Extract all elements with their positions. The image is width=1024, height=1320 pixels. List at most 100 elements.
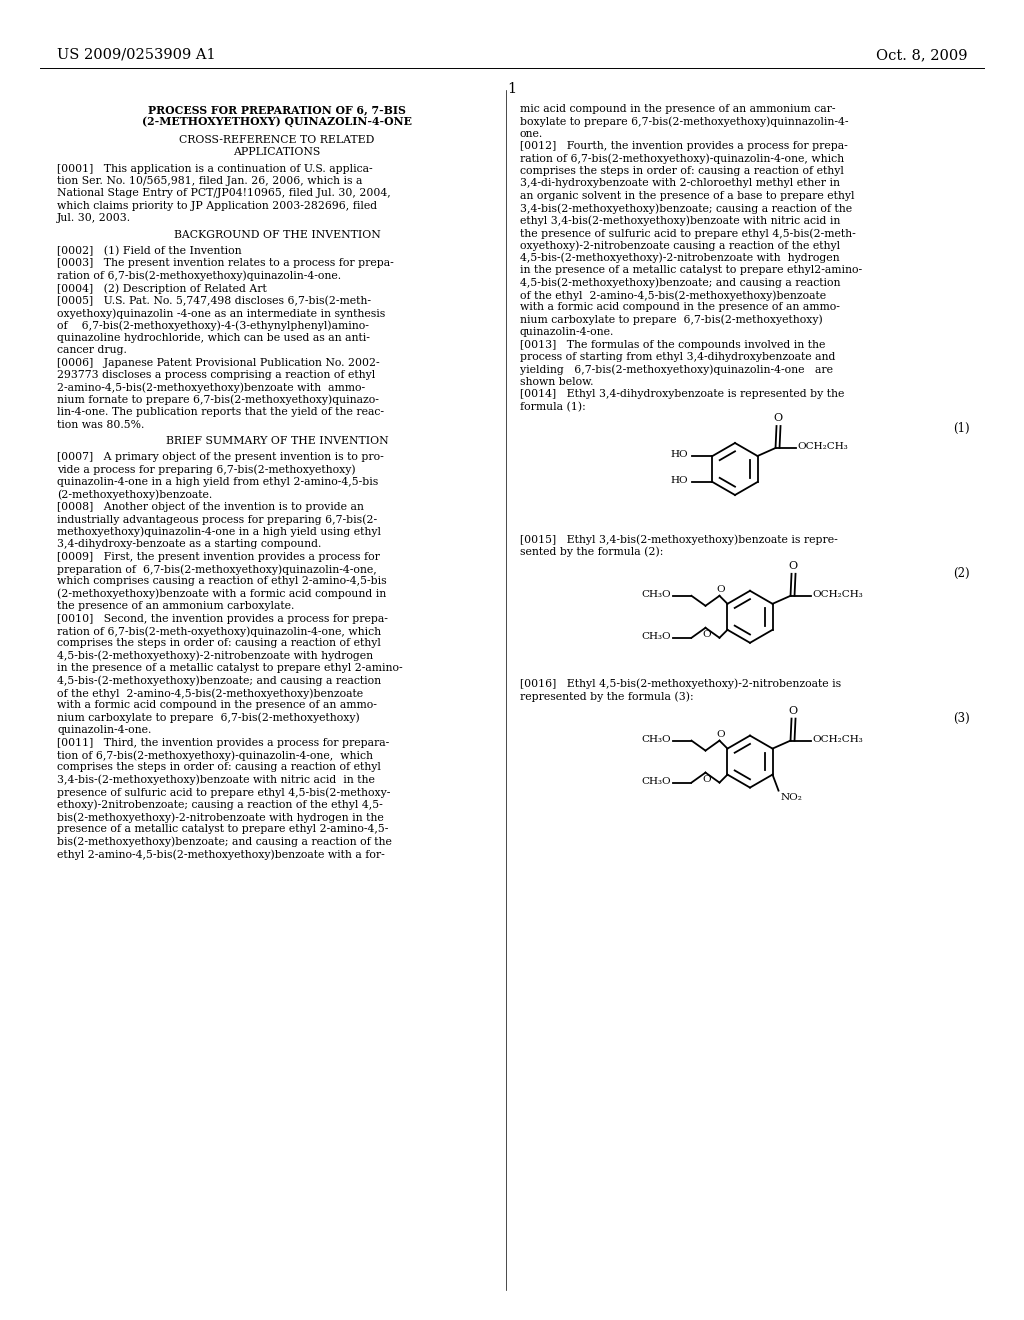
Text: quinazolin-4-one.: quinazolin-4-one. (520, 327, 614, 337)
Text: [0009]   First, the present invention provides a process for: [0009] First, the present invention prov… (57, 552, 380, 561)
Text: cancer drug.: cancer drug. (57, 346, 127, 355)
Text: tion Ser. No. 10/565,981, filed Jan. 26, 2006, which is a: tion Ser. No. 10/565,981, filed Jan. 26,… (57, 176, 362, 186)
Text: mic acid compound in the presence of an ammonium car-: mic acid compound in the presence of an … (520, 104, 836, 114)
Text: which comprises causing a reaction of ethyl 2-amino-4,5-bis: which comprises causing a reaction of et… (57, 577, 387, 586)
Text: PROCESS FOR PREPARATION OF 6, 7-BIS: PROCESS FOR PREPARATION OF 6, 7-BIS (148, 104, 406, 115)
Text: Oct. 8, 2009: Oct. 8, 2009 (876, 48, 967, 62)
Text: ration of 6,7-bis(2-meth-oxyethoxy)quinazolin-4-one, which: ration of 6,7-bis(2-meth-oxyethoxy)quina… (57, 626, 381, 636)
Text: comprises the steps in order of: causing a reaction of ethyl: comprises the steps in order of: causing… (57, 639, 381, 648)
Text: process of starting from ethyl 3,4-dihydroxybenzoate and: process of starting from ethyl 3,4-dihyd… (520, 352, 836, 362)
Text: Jul. 30, 2003.: Jul. 30, 2003. (57, 214, 131, 223)
Text: [0016]   Ethyl 4,5-bis(2-methoxyethoxy)-2-nitrobenzoate is: [0016] Ethyl 4,5-bis(2-methoxyethoxy)-2-… (520, 678, 841, 689)
Text: formula (1):: formula (1): (520, 401, 586, 412)
Text: 4,5-bis-(2-methoxyethoxy)-2-nitrobenzoate with  hydrogen: 4,5-bis-(2-methoxyethoxy)-2-nitrobenzoat… (520, 253, 840, 264)
Text: (1): (1) (953, 422, 970, 436)
Text: National Stage Entry of PCT/JP04!10965, filed Jul. 30, 2004,: National Stage Entry of PCT/JP04!10965, … (57, 189, 391, 198)
Text: CH₃O: CH₃O (642, 777, 672, 787)
Text: BACKGROUND OF THE INVENTION: BACKGROUND OF THE INVENTION (174, 230, 380, 240)
Text: [0013]   The formulas of the compounds involved in the: [0013] The formulas of the compounds inv… (520, 339, 825, 350)
Text: [0014]   Ethyl 3,4-dihydroxybenzoate is represented by the: [0014] Ethyl 3,4-dihydroxybenzoate is re… (520, 389, 845, 399)
Text: 1: 1 (508, 82, 516, 96)
Text: ration of 6,7-bis(2-methoxyethoxy)quinazolin-4-one.: ration of 6,7-bis(2-methoxyethoxy)quinaz… (57, 271, 341, 281)
Text: the presence of sulfuric acid to prepare ethyl 4,5-bis(2-meth-: the presence of sulfuric acid to prepare… (520, 228, 856, 239)
Text: CH₃O: CH₃O (642, 632, 672, 642)
Text: boxylate to prepare 6,7-bis(2-methoxyethoxy)quinnazolin-4-: boxylate to prepare 6,7-bis(2-methoxyeth… (520, 116, 849, 127)
Text: ethyl 2-amino-4,5-bis(2-methoxyethoxy)benzoate with a for-: ethyl 2-amino-4,5-bis(2-methoxyethoxy)be… (57, 849, 385, 859)
Text: O: O (787, 706, 797, 715)
Text: nium carboxylate to prepare  6,7-bis(2-methoxyethoxy): nium carboxylate to prepare 6,7-bis(2-me… (57, 713, 359, 723)
Text: BRIEF SUMMARY OF THE INVENTION: BRIEF SUMMARY OF THE INVENTION (166, 436, 388, 446)
Text: [0004]   (2) Description of Related Art: [0004] (2) Description of Related Art (57, 284, 266, 294)
Text: the presence of an ammonium carboxylate.: the presence of an ammonium carboxylate. (57, 601, 294, 611)
Text: CH₃O: CH₃O (642, 735, 672, 744)
Text: oxyethoxy)quinazolin -4-one as an intermediate in synthesis: oxyethoxy)quinazolin -4-one as an interm… (57, 308, 385, 318)
Text: of    6,7-bis(2-methoxyethoxy)-4-(3-ethynylphenyl)amino-: of 6,7-bis(2-methoxyethoxy)-4-(3-ethynyl… (57, 321, 369, 331)
Text: CROSS-REFERENCE TO RELATED: CROSS-REFERENCE TO RELATED (179, 135, 375, 145)
Text: (2-METHOXYETHOXY) QUINAZOLIN-4-ONE: (2-METHOXYETHOXY) QUINAZOLIN-4-ONE (142, 116, 412, 128)
Text: [0006]   Japanese Patent Provisional Publication No. 2002-: [0006] Japanese Patent Provisional Publi… (57, 358, 380, 367)
Text: represented by the formula (3):: represented by the formula (3): (520, 692, 693, 702)
Text: bis(2-methoxyethoxy)benzoate; and causing a reaction of the: bis(2-methoxyethoxy)benzoate; and causin… (57, 837, 392, 847)
Text: with a formic acid compound in the presence of an ammo-: with a formic acid compound in the prese… (57, 701, 377, 710)
Text: of the ethyl  2-amino-4,5-bis(2-methoxyethoxy)benzoate: of the ethyl 2-amino-4,5-bis(2-methoxyet… (520, 290, 826, 301)
Text: ration of 6,7-bis(2-methoxyethoxy)-quinazolin-4-one, which: ration of 6,7-bis(2-methoxyethoxy)-quina… (520, 153, 844, 164)
Text: quinazoline hydrochloride, which can be used as an anti-: quinazoline hydrochloride, which can be … (57, 333, 370, 343)
Text: ethyl 3,4-bis(2-methoxyethoxy)benzoate with nitric acid in: ethyl 3,4-bis(2-methoxyethoxy)benzoate w… (520, 215, 841, 226)
Text: in the presence of a metallic catalyst to prepare ethyl2-amino-: in the presence of a metallic catalyst t… (520, 265, 862, 275)
Text: O: O (773, 413, 782, 422)
Text: 4,5-bis-(2-methoxyethoxy)-2-nitrobenzoate with hydrogen: 4,5-bis-(2-methoxyethoxy)-2-nitrobenzoat… (57, 651, 373, 661)
Text: 2-amino-4,5-bis(2-methoxyethoxy)benzoate with  ammo-: 2-amino-4,5-bis(2-methoxyethoxy)benzoate… (57, 383, 366, 393)
Text: presence of a metallic catalyst to prepare ethyl 2-amino-4,5-: presence of a metallic catalyst to prepa… (57, 825, 388, 834)
Text: 4,5-bis(2-methoxyethoxy)benzoate; and causing a reaction: 4,5-bis(2-methoxyethoxy)benzoate; and ca… (520, 277, 841, 288)
Text: [0001]   This application is a continuation of U.S. applica-: [0001] This application is a continuatio… (57, 164, 373, 174)
Text: sented by the formula (2):: sented by the formula (2): (520, 546, 664, 557)
Text: in the presence of a metallic catalyst to prepare ethyl 2-amino-: in the presence of a metallic catalyst t… (57, 663, 402, 673)
Text: shown below.: shown below. (520, 376, 594, 387)
Text: lin-4-one. The publication reports that the yield of the reac-: lin-4-one. The publication reports that … (57, 407, 384, 417)
Text: 3,4-di-hydroxybenzoate with 2-chloroethyl methyl ether in: 3,4-di-hydroxybenzoate with 2-chloroethy… (520, 178, 840, 189)
Text: tion was 80.5%.: tion was 80.5%. (57, 420, 144, 429)
Text: with a formic acid compound in the presence of an ammo-: with a formic acid compound in the prese… (520, 302, 840, 313)
Text: of the ethyl  2-amino-4,5-bis(2-methoxyethoxy)benzoate: of the ethyl 2-amino-4,5-bis(2-methoxyet… (57, 688, 364, 698)
Text: O: O (702, 775, 711, 784)
Text: yielding   6,7-bis(2-methoxyethoxy)quinazolin-4-one   are: yielding 6,7-bis(2-methoxyethoxy)quinazo… (520, 364, 833, 375)
Text: quinazolin-4-one.: quinazolin-4-one. (57, 725, 152, 735)
Text: O: O (716, 585, 725, 594)
Text: O: O (716, 730, 725, 739)
Text: presence of sulfuric acid to prepare ethyl 4,5-bis(2-methoxy-: presence of sulfuric acid to prepare eth… (57, 787, 390, 797)
Text: bis(2-methoxyethoxy)-2-nitrobenzoate with hydrogen in the: bis(2-methoxyethoxy)-2-nitrobenzoate wit… (57, 812, 384, 822)
Text: (3): (3) (953, 711, 970, 725)
Text: O: O (787, 561, 797, 570)
Text: 4,5-bis-(2-methoxyethoxy)benzoate; and causing a reaction: 4,5-bis-(2-methoxyethoxy)benzoate; and c… (57, 676, 381, 686)
Text: 3,4-bis(2-methoxyethoxy)benzoate; causing a reaction of the: 3,4-bis(2-methoxyethoxy)benzoate; causin… (520, 203, 852, 214)
Text: comprises the steps in order of: causing a reaction of ethyl: comprises the steps in order of: causing… (57, 763, 381, 772)
Text: an organic solvent in the presence of a base to prepare ethyl: an organic solvent in the presence of a … (520, 191, 854, 201)
Text: ethoxy)-2nitrobenzoate; causing a reaction of the ethyl 4,5-: ethoxy)-2nitrobenzoate; causing a reacti… (57, 800, 383, 810)
Text: 3,4-dihydroxy-benzoate as a starting compound.: 3,4-dihydroxy-benzoate as a starting com… (57, 539, 322, 549)
Text: comprises the steps in order of: causing a reaction of ethyl: comprises the steps in order of: causing… (520, 166, 844, 176)
Text: preparation of  6,7-bis(2-methoxyethoxy)quinazolin-4-one,: preparation of 6,7-bis(2-methoxyethoxy)q… (57, 564, 377, 574)
Text: [0012]   Fourth, the invention provides a process for prepa-: [0012] Fourth, the invention provides a … (520, 141, 848, 152)
Text: NO₂: NO₂ (780, 792, 803, 801)
Text: nium carboxylate to prepare  6,7-bis(2-methoxyethoxy): nium carboxylate to prepare 6,7-bis(2-me… (520, 314, 822, 325)
Text: oxyethoxy)-2-nitrobenzoate causing a reaction of the ethyl: oxyethoxy)-2-nitrobenzoate causing a rea… (520, 240, 840, 251)
Text: (2-methoxyethoxy)benzoate with a formic acid compound in: (2-methoxyethoxy)benzoate with a formic … (57, 589, 386, 599)
Text: industrially advantageous process for preparing 6,7-bis(2-: industrially advantageous process for pr… (57, 515, 377, 525)
Text: tion of 6,7-bis(2-methoxyethoxy)-quinazolin-4-one,  which: tion of 6,7-bis(2-methoxyethoxy)-quinazo… (57, 750, 373, 760)
Text: HO: HO (671, 450, 688, 459)
Text: APPLICATIONS: APPLICATIONS (233, 148, 321, 157)
Text: methoxyethoxy)quinazolin-4-one in a high yield using ethyl: methoxyethoxy)quinazolin-4-one in a high… (57, 527, 381, 537)
Text: [0015]   Ethyl 3,4-bis(2-methoxyethoxy)benzoate is repre-: [0015] Ethyl 3,4-bis(2-methoxyethoxy)ben… (520, 535, 838, 545)
Text: nium fornate to prepare 6,7-bis(2-methoxyethoxy)quinazo-: nium fornate to prepare 6,7-bis(2-methox… (57, 395, 379, 405)
Text: which claims priority to JP Application 2003-282696, filed: which claims priority to JP Application … (57, 201, 377, 211)
Text: one.: one. (520, 129, 544, 139)
Text: quinazolin-4-one in a high yield from ethyl 2-amino-4,5-bis: quinazolin-4-one in a high yield from et… (57, 478, 378, 487)
Text: US 2009/0253909 A1: US 2009/0253909 A1 (57, 48, 216, 62)
Text: HO: HO (671, 477, 688, 486)
Text: [0011]   Third, the invention provides a process for prepara-: [0011] Third, the invention provides a p… (57, 738, 389, 747)
Text: 293773 discloses a process comprising a reaction of ethyl: 293773 discloses a process comprising a … (57, 370, 375, 380)
Text: (2): (2) (953, 566, 970, 579)
Text: (2-methoxyethoxy)benzoate.: (2-methoxyethoxy)benzoate. (57, 490, 212, 500)
Text: [0005]   U.S. Pat. No. 5,747,498 discloses 6,7-bis(2-meth-: [0005] U.S. Pat. No. 5,747,498 discloses… (57, 296, 371, 306)
Text: [0002]   (1) Field of the Invention: [0002] (1) Field of the Invention (57, 246, 242, 256)
